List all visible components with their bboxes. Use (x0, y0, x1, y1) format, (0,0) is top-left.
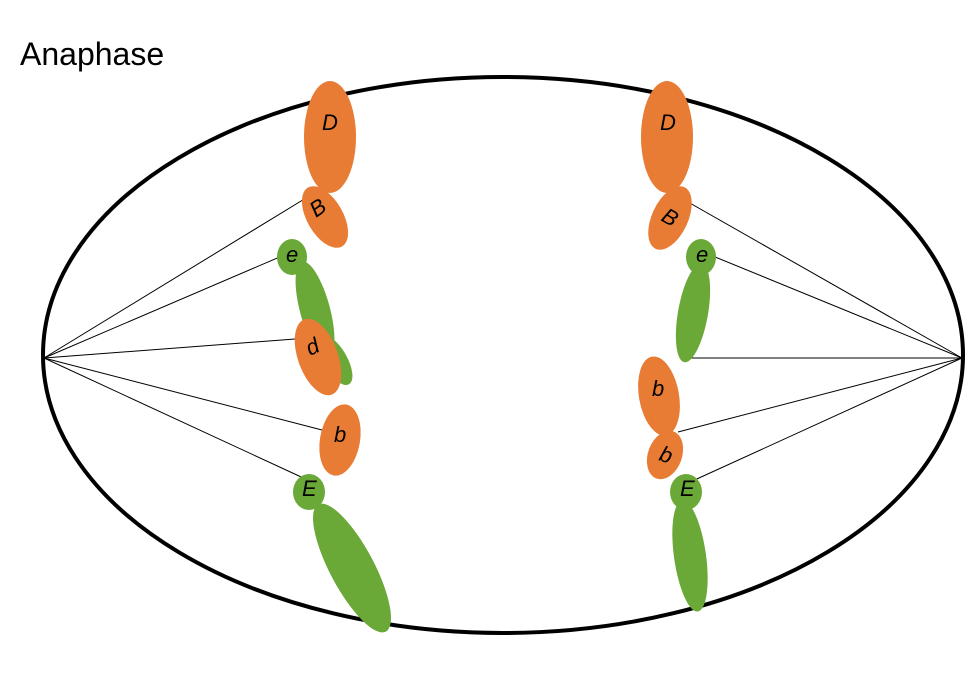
allele-label-D-0: D (322, 110, 338, 135)
allele-label-b-9: b (652, 376, 664, 401)
chromatid-8 (299, 494, 405, 642)
spindle-left-4 (44, 358, 312, 482)
allele-label-E-5: E (302, 476, 317, 501)
anaphase-diagram: DBedbEDBebbE (0, 0, 975, 682)
allele-label-E-11: E (680, 476, 695, 501)
spindle-right-4 (688, 358, 962, 483)
spindle-right-1 (698, 250, 962, 358)
chromatid-0 (304, 81, 356, 193)
chromatid-12 (670, 261, 717, 365)
spindle-right-0 (681, 198, 962, 358)
spindle-left-3 (44, 358, 322, 430)
allele-label-D-6: D (660, 110, 676, 135)
chromatid-16 (666, 498, 713, 613)
cell-outline (43, 77, 963, 633)
spindle-right-3 (678, 358, 962, 432)
allele-label-e-8: e (696, 242, 708, 267)
chromatid-9 (641, 81, 693, 193)
allele-label-b-4: b (334, 422, 346, 447)
allele-label-e-2: e (286, 242, 298, 267)
spindle-left-0 (44, 198, 306, 358)
